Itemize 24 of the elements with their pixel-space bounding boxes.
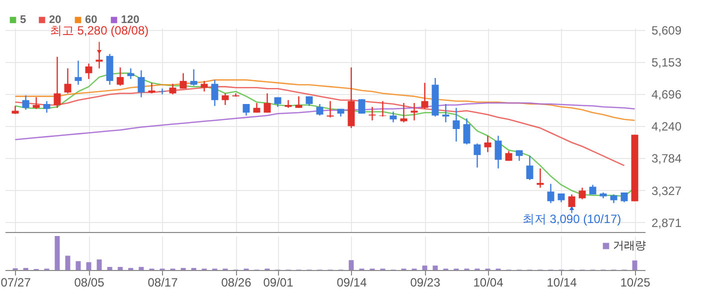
x-tick-label: 09/01 — [263, 276, 294, 289]
x-tick-label: 08/26 — [221, 276, 252, 289]
y-tick-label: 3,784 — [652, 152, 682, 166]
y-tick-label: 5,609 — [652, 23, 682, 38]
annotation: 최고 5,280 (08/08) — [50, 24, 149, 38]
y-tick-label: 2,871 — [652, 216, 682, 230]
y-tick-label: 4,696 — [652, 88, 682, 102]
x-tick-label: 07/27 — [0, 276, 32, 289]
legend-label: 거래량 — [613, 240, 646, 252]
x-tick-label: 10/14 — [546, 276, 578, 289]
x-tick-label: 08/05 — [74, 276, 105, 289]
legend-label: 120 — [121, 14, 140, 26]
annotation: 최저 3,090 (10/17) — [522, 212, 622, 226]
legend-label: 60 — [85, 14, 98, 26]
y-tick-label: 4,240 — [652, 120, 682, 134]
legend-label: 20 — [49, 14, 62, 26]
x-tick-label: 08/17 — [148, 276, 178, 289]
x-tick-label: 09/14 — [336, 276, 368, 289]
legend-label: 5 — [20, 14, 26, 26]
x-tick-label: 10/25 — [620, 276, 651, 289]
y-tick-label: 3,327 — [652, 184, 682, 198]
x-tick-label: 10/04 — [473, 276, 504, 289]
y-tick-label: 5,153 — [652, 55, 682, 70]
x-tick-label: 09/23 — [410, 276, 441, 289]
